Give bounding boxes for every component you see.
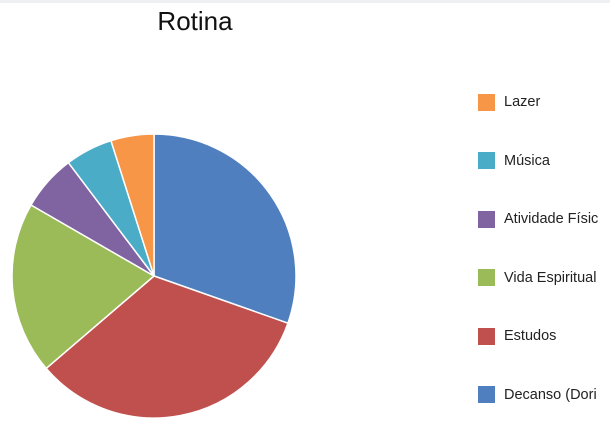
legend-swatch <box>478 386 495 404</box>
legend-label: Música <box>504 152 550 169</box>
legend-label: Decanso (Dori <box>504 386 597 403</box>
legend-label: Estudos <box>504 328 557 345</box>
pie-slice-2 <box>11 204 155 370</box>
legend-swatch <box>478 152 495 170</box>
legend-item: Decanso (Dori <box>478 383 610 407</box>
legend-item: Vida Espiritual <box>478 266 610 290</box>
pie-slice-1 <box>45 275 289 419</box>
legend-item: Estudos <box>478 324 610 348</box>
legend-item: Atividade Físic <box>478 207 610 231</box>
legend-label: Vida Espiritual <box>504 269 597 286</box>
pie-chart <box>11 133 297 419</box>
chart-title: Rotina <box>157 6 233 36</box>
legend-item: Lazer <box>478 90 610 114</box>
legend-swatch <box>478 210 495 228</box>
legend-item: Música <box>478 149 610 173</box>
legend-label: Lazer <box>504 94 541 110</box>
pie-slice-0 <box>153 133 297 324</box>
legend-label: Atividade Físic <box>504 211 599 228</box>
legend-swatch <box>478 93 495 111</box>
legend-swatch <box>478 269 495 287</box>
legend: Lazer Música Atividade Físic Vida Espiritua… <box>478 90 610 442</box>
legend-swatch <box>478 327 495 345</box>
pie-slice-5 <box>110 133 155 277</box>
top-rule <box>0 0 610 3</box>
